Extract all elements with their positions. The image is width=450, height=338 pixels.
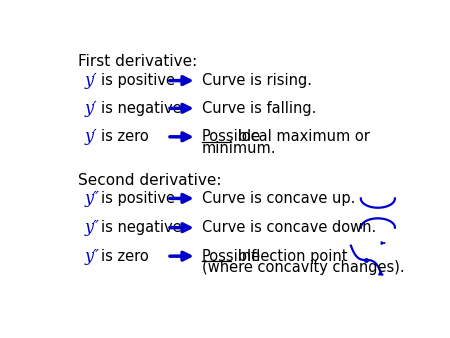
Text: y″: y″ bbox=[84, 219, 99, 236]
Text: y′: y′ bbox=[84, 100, 97, 117]
Text: (where concavity changes).: (where concavity changes). bbox=[202, 260, 405, 275]
Text: Curve is falling.: Curve is falling. bbox=[202, 101, 316, 116]
Text: y′: y′ bbox=[84, 128, 97, 145]
Text: Curve is concave up.: Curve is concave up. bbox=[202, 191, 356, 206]
Text: Curve is rising.: Curve is rising. bbox=[202, 73, 312, 88]
Text: inflection point: inflection point bbox=[233, 249, 347, 264]
Text: First derivative:: First derivative: bbox=[78, 54, 197, 69]
Text: minimum.: minimum. bbox=[202, 141, 276, 156]
Text: is negative: is negative bbox=[101, 101, 182, 116]
Text: is zero: is zero bbox=[101, 129, 149, 144]
Text: Curve is concave down.: Curve is concave down. bbox=[202, 220, 376, 235]
Text: y″: y″ bbox=[84, 248, 99, 265]
Text: Possible: Possible bbox=[202, 129, 261, 144]
Text: Possible: Possible bbox=[202, 249, 261, 264]
Text: is positive: is positive bbox=[101, 191, 175, 206]
Text: is zero: is zero bbox=[101, 249, 149, 264]
Text: local maximum or: local maximum or bbox=[233, 129, 369, 144]
Text: is negative: is negative bbox=[101, 220, 182, 235]
Text: y″: y″ bbox=[84, 190, 99, 207]
Text: y′: y′ bbox=[84, 72, 97, 89]
Text: Second derivative:: Second derivative: bbox=[78, 173, 221, 188]
Text: is positive: is positive bbox=[101, 73, 175, 88]
